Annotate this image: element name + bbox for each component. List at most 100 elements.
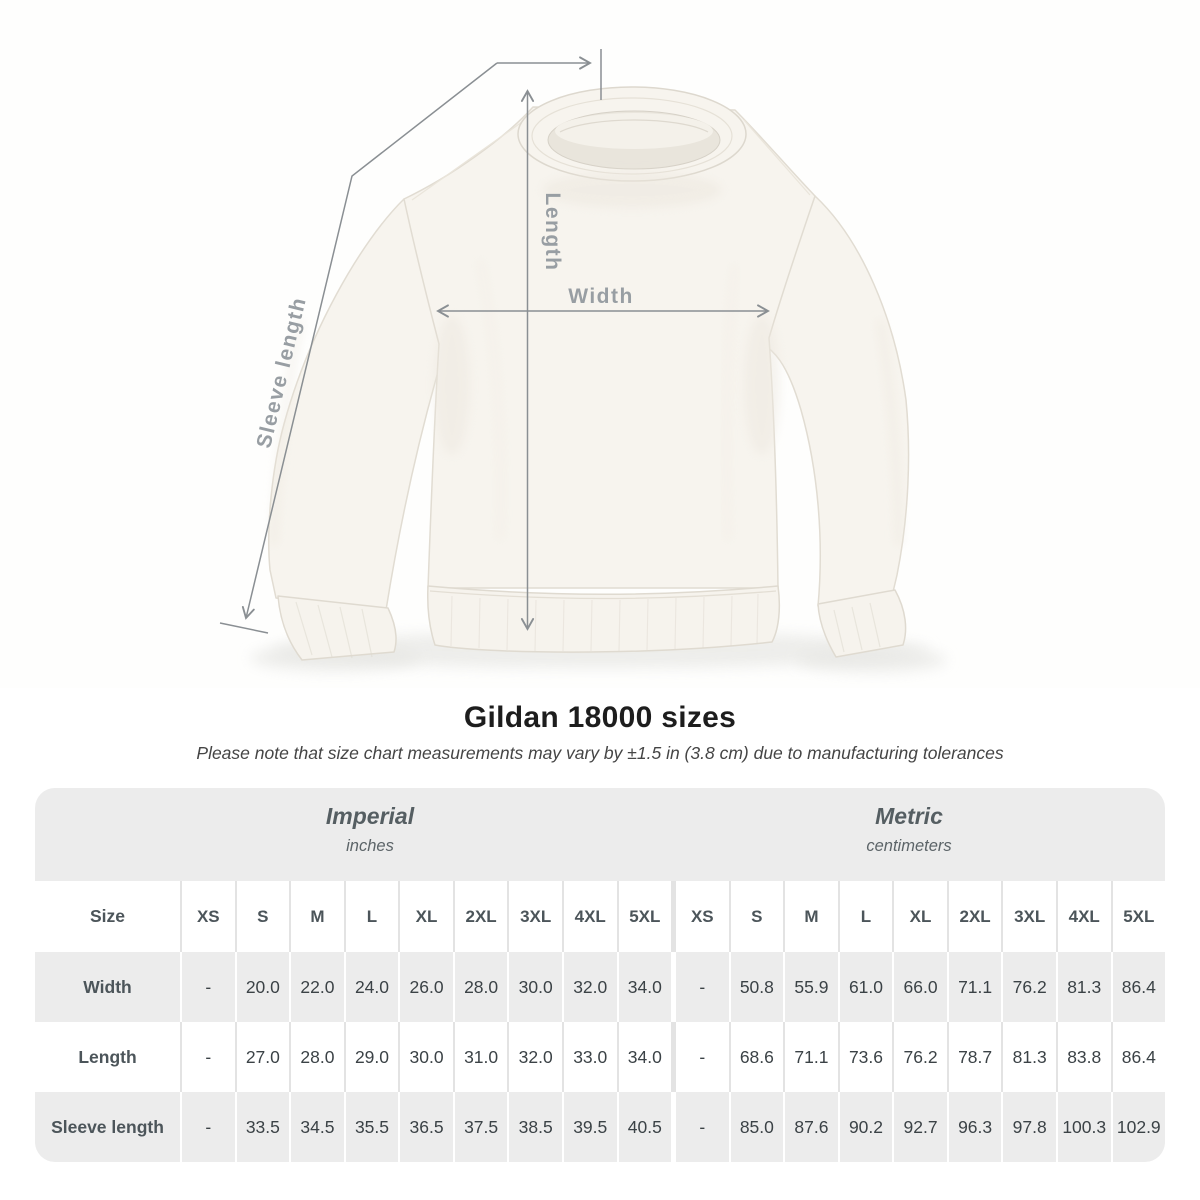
page-title: Gildan 18000 sizes [463, 701, 737, 734]
length-imperial-values: - 27.0 28.0 29.0 30.0 31.0 32.0 33.0 34.0 [180, 1022, 671, 1092]
width-metric-values: - 50.8 55.9 61.0 66.0 71.1 76.2 81.3 86.4 [671, 952, 1165, 1022]
unit-group-imperial: Imperial inches [326, 803, 414, 856]
size-header-cell: L [343, 881, 399, 952]
value-cell: 34.0 [616, 952, 672, 1022]
value-cell: 30.0 [507, 952, 562, 1022]
value-cell: 68.6 [728, 1022, 784, 1092]
value-cell: 27.0 [234, 1022, 290, 1092]
left-cuff [277, 595, 397, 661]
size-header-cell: S [728, 881, 784, 952]
length-label: Length [541, 193, 564, 272]
value-cell: 24.0 [343, 952, 399, 1022]
size-header-cell: 3XL [507, 881, 562, 952]
unit-header-band: Imperial inches Metric centimeters [35, 788, 1165, 881]
size-header-cell: 3XL [1001, 881, 1056, 952]
value-cell: - [205, 1116, 212, 1137]
value-cell: 30.0 [398, 1022, 453, 1092]
value-cell: 33.0 [561, 1022, 617, 1092]
size-header-cell: 4XL [1055, 881, 1111, 952]
width-label: Width [568, 285, 634, 308]
value-cell: - [205, 1046, 212, 1067]
value-cell: 34.5 [289, 1092, 344, 1162]
value-cell: 22.0 [289, 952, 344, 1022]
metric-label: Metric [875, 803, 943, 829]
table-row-sleeve-length: Sleeve length - 33.5 34.5 35.5 36.5 37.5 38.5 3… [35, 1092, 1165, 1162]
right-sleeve [758, 195, 910, 607]
size-header-cell: XS [690, 906, 714, 926]
size-header-cell: 4XL [561, 881, 617, 952]
imperial-unit: inches [346, 837, 394, 855]
size-header-cell: 2XL [452, 881, 508, 952]
size-header-cell: M [783, 881, 838, 952]
imperial-size-headers: XS S M L XL 2XL 3XL 4XL 5XL [180, 881, 671, 952]
value-cell: 92.7 [892, 1092, 947, 1162]
metric-unit: centimeters [866, 837, 952, 855]
value-cell: 29.0 [343, 1022, 399, 1092]
value-cell: 87.6 [783, 1092, 838, 1162]
value-cell: 85.0 [728, 1092, 784, 1162]
value-cell: 71.1 [783, 1022, 838, 1092]
size-column-header: Size [89, 906, 126, 926]
size-header-cell: XS [196, 906, 220, 926]
value-cell: 71.1 [946, 952, 1002, 1022]
value-cell: 66.0 [892, 952, 947, 1022]
size-header-row: Size XS S M L XL 2XL 3XL 4XL 5XL XS S M L XL 2XL 3XL 4X… [35, 881, 1165, 952]
size-header-cell: XL [892, 881, 947, 952]
width-imperial-values: - 20.0 22.0 24.0 26.0 28.0 30.0 32.0 34.0 [180, 952, 671, 1022]
value-cell: 76.2 [892, 1022, 947, 1092]
value-cell: 96.3 [946, 1092, 1002, 1162]
value-cell: - [699, 1116, 706, 1137]
value-cell: 40.5 [616, 1092, 672, 1162]
row-label: Width [83, 976, 132, 997]
value-cell: 83.8 [1055, 1022, 1111, 1092]
size-chart-table: Imperial inches Metric centimeters Size … [35, 788, 1165, 1162]
value-cell: 31.0 [452, 1022, 508, 1092]
collar-inside-back [555, 113, 713, 149]
table-row-width: Width -20.0 22.0 24.0 26.0 28.0 30.0 32.0 34.0 … [35, 952, 1165, 1022]
value-cell: - [699, 1046, 706, 1067]
size-header-cell: M [289, 881, 344, 952]
value-cell: 73.6 [837, 1022, 893, 1092]
value-cell: 32.0 [507, 1022, 562, 1092]
value-cell: 35.5 [343, 1092, 399, 1162]
size-header-cell: 5XL [1110, 881, 1166, 952]
size-header-cell: L [837, 881, 893, 952]
value-cell: 86.4 [1110, 952, 1166, 1022]
value-cell: 36.5 [398, 1092, 453, 1162]
value-cell: 97.8 [1001, 1092, 1056, 1162]
unit-group-metric: Metric centimeters [866, 803, 951, 856]
row-label: Sleeve length [51, 1116, 164, 1137]
value-cell: 34.0 [616, 1022, 672, 1092]
size-header-cell: 5XL [616, 881, 672, 952]
value-cell: 100.3 [1055, 1092, 1111, 1162]
value-cell: 28.0 [289, 1022, 344, 1092]
value-cell: 78.7 [946, 1022, 1002, 1092]
size-header-cell: S [234, 881, 290, 952]
value-cell: 81.3 [1001, 1022, 1056, 1092]
value-cell: 20.0 [234, 952, 290, 1022]
fabric-shading [271, 172, 902, 546]
row-label: Length [78, 1046, 137, 1067]
value-cell: 50.8 [728, 952, 784, 1022]
value-cell: 61.0 [837, 952, 893, 1022]
right-cuff [817, 589, 907, 658]
collar [517, 86, 747, 182]
sleeve-dimension-line [241, 62, 498, 620]
product-figure: Length Width Sleeve length [219, 49, 947, 672]
sweatshirt-graphic [268, 86, 910, 661]
value-cell: - [205, 976, 212, 997]
value-cell: 55.9 [783, 952, 838, 1022]
value-cell: 102.9 [1110, 1092, 1166, 1162]
value-cell: 86.4 [1110, 1022, 1166, 1092]
value-cell: 90.2 [837, 1092, 893, 1162]
value-cell: 39.5 [561, 1092, 617, 1162]
value-cell: 32.0 [561, 952, 617, 1022]
value-cell: 37.5 [452, 1092, 508, 1162]
value-cell: 38.5 [507, 1092, 562, 1162]
value-cell: - [699, 976, 706, 997]
sleeve-metric-values: - 85.0 87.6 90.2 92.7 96.3 97.8 100.3 102.9 [671, 1092, 1165, 1162]
metric-size-headers: XS S M L XL 2XL 3XL 4XL 5XL [671, 881, 1165, 952]
imperial-label: Imperial [325, 803, 415, 829]
value-cell: 76.2 [1001, 952, 1056, 1022]
